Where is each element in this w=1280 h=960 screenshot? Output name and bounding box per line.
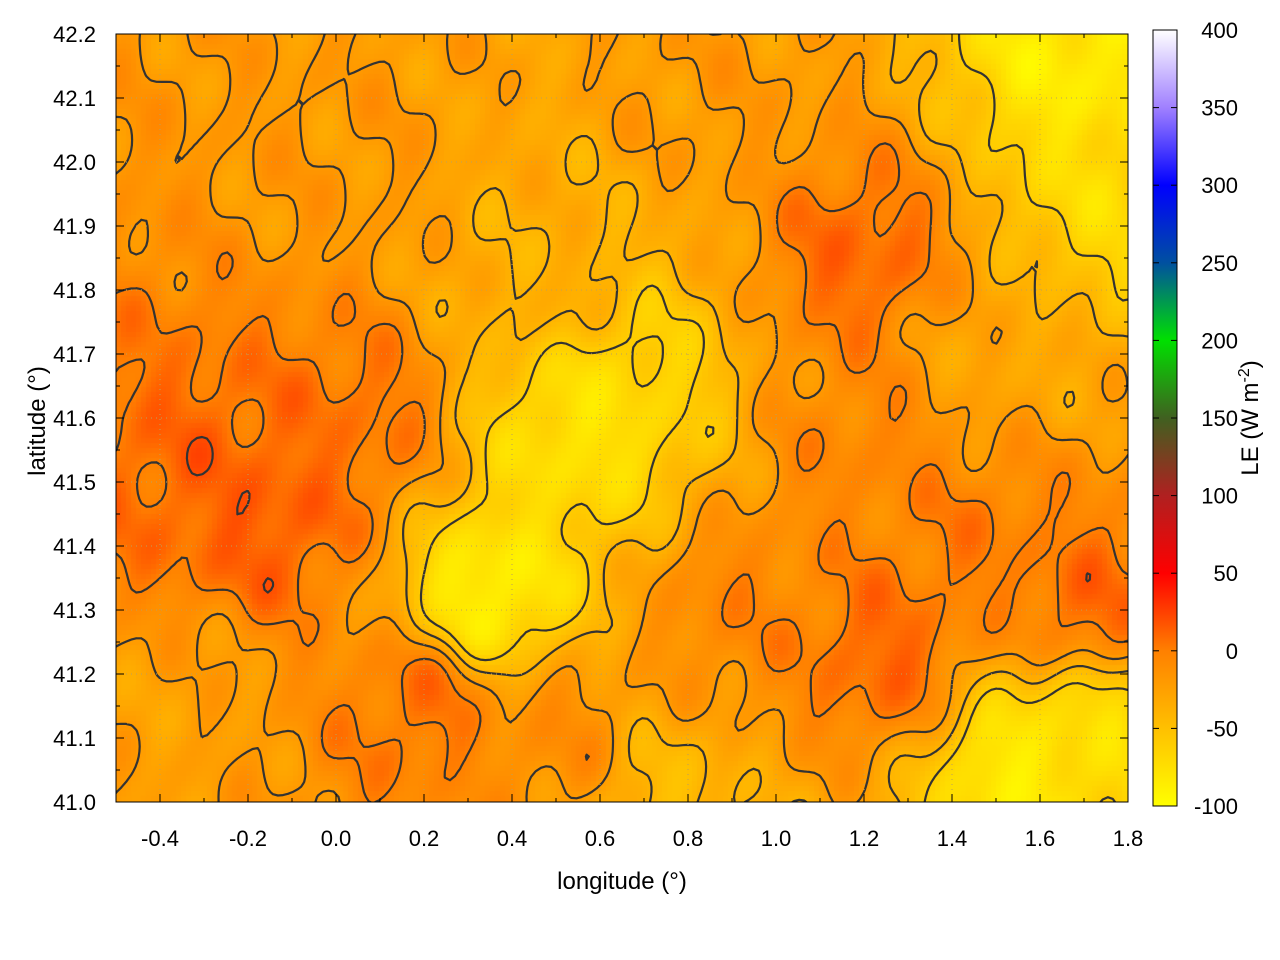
colorbar-label-exponent: -2 [1236,368,1253,382]
colorbar-tick-label: -100 [1194,794,1238,819]
y-tick-label: 41.8 [53,278,96,303]
x-tick-label: -0.2 [229,826,267,851]
colorbar-tick-label: 0 [1226,639,1238,664]
y-tick-label: 42.0 [53,150,96,175]
colorbar-label: LE (W m-2) [1236,360,1264,476]
x-tick-label: -0.4 [141,826,179,851]
contour-line [419,34,1128,802]
contour-line [402,34,1128,802]
colorbar-tick-label: -50 [1206,716,1238,741]
y-axis-label: latitude (°) [24,366,51,476]
colorbar-tick-label: 300 [1201,173,1238,198]
y-axis-ticks: 41.0 41.1 41.2 41.3 41.4 41.5 41.6 41.7 41.8 41.9… [53,22,1128,815]
contour-line [116,142,1128,802]
x-tick-label: 0.2 [409,826,440,851]
y-tick-label: 41.4 [53,534,96,559]
colorbar-label-close: ) [1237,360,1264,368]
y-tick-label: 41.2 [53,662,96,687]
x-tick-label: 1.2 [849,826,880,851]
y-tick-label: 42.2 [53,22,96,47]
colorbar: -100 -50 0 50 100 150 200 250 300 350 400 LE (W m-… [1152,18,1264,819]
y-tick-label: 42.1 [53,86,96,111]
colorbar-ticks: -100 -50 0 50 100 150 200 250 300 350 400 [1153,18,1238,819]
colorbar-tick-label: 50 [1214,561,1238,586]
colorbar-tick-label: 250 [1201,251,1238,276]
x-axis-ticks: -0.4 -0.2 0.0 0.2 0.4 0.6 0.8 1.0 1.2 1.4 1.6 1.8 [141,34,1143,851]
y-tick-label: 41.5 [53,470,96,495]
y-tick-label: 41.9 [53,214,96,239]
colorbar-tick-label: 200 [1201,328,1238,353]
colorbar-tick-label: 350 [1201,96,1238,121]
x-tick-label: 1.0 [761,826,792,851]
x-tick-label: 0.4 [497,826,528,851]
colorbar-tick-label: 150 [1201,406,1238,431]
colorbar-tick-label: 400 [1201,18,1238,43]
x-tick-label: 0.6 [585,826,616,851]
x-tick-label: 1.6 [1025,826,1056,851]
colorbar-tick-label: 100 [1201,484,1238,509]
colorbar-label-main: LE (W m [1237,382,1264,475]
x-tick-label: 0.0 [321,826,352,851]
contour-line [116,34,1128,802]
y-tick-label: 41.7 [53,342,96,367]
x-axis-label: longitude (°) [557,868,687,895]
contour-lines [116,34,1128,802]
x-tick-label: 1.8 [1113,826,1144,851]
y-tick-label: 41.1 [53,726,96,751]
plot-area [115,33,1129,803]
x-tick-label: 0.8 [673,826,704,851]
y-tick-label: 41.0 [53,790,96,815]
x-tick-label: 1.4 [937,826,968,851]
y-tick-label: 41.6 [53,406,96,431]
y-tick-label: 41.3 [53,598,96,623]
contour-line [185,435,1092,594]
